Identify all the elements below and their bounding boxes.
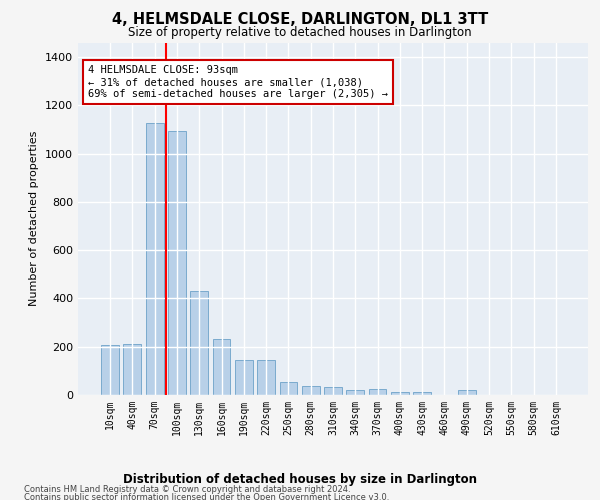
Text: Distribution of detached houses by size in Darlington: Distribution of detached houses by size …	[123, 472, 477, 486]
Text: 4, HELMSDALE CLOSE, DARLINGTON, DL1 3TT: 4, HELMSDALE CLOSE, DARLINGTON, DL1 3TT	[112, 12, 488, 28]
Bar	[101, 345, 119, 395]
Bar	[235, 360, 253, 395]
Bar	[391, 392, 409, 395]
Bar	[458, 390, 476, 395]
Bar	[146, 124, 164, 395]
Bar	[168, 130, 186, 395]
Bar	[413, 392, 431, 395]
Text: 4 HELMSDALE CLOSE: 93sqm
← 31% of detached houses are smaller (1,038)
69% of sem: 4 HELMSDALE CLOSE: 93sqm ← 31% of detach…	[88, 66, 388, 98]
Bar	[324, 386, 342, 395]
Bar	[302, 386, 320, 395]
Bar	[124, 344, 142, 395]
Bar	[346, 390, 364, 395]
Bar	[190, 291, 208, 395]
Bar	[368, 389, 386, 395]
Text: Contains public sector information licensed under the Open Government Licence v3: Contains public sector information licen…	[24, 493, 389, 500]
Bar	[212, 340, 230, 395]
Text: Contains HM Land Registry data © Crown copyright and database right 2024.: Contains HM Land Registry data © Crown c…	[24, 485, 350, 494]
Bar	[257, 360, 275, 395]
Bar	[280, 382, 298, 395]
Text: Size of property relative to detached houses in Darlington: Size of property relative to detached ho…	[128, 26, 472, 39]
Y-axis label: Number of detached properties: Number of detached properties	[29, 131, 40, 306]
